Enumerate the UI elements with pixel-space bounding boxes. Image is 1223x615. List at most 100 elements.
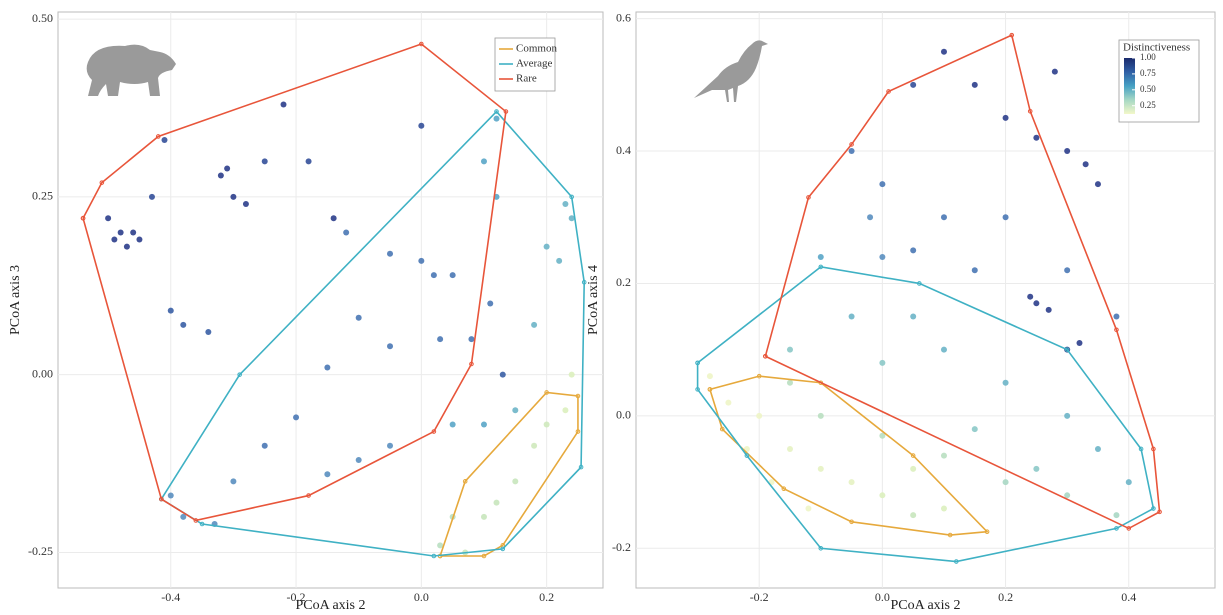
x-tick-label: -0.2 (287, 590, 306, 604)
y-axis-title: PCoA axis 3 (8, 265, 23, 335)
hull-vertex (984, 529, 990, 535)
hull-vertex (1114, 526, 1119, 531)
point (418, 122, 425, 129)
y-tick-label: 0.25 (32, 189, 53, 203)
hull-vertex (1151, 446, 1156, 452)
point (148, 193, 155, 200)
point (543, 243, 550, 250)
point (136, 236, 143, 243)
x-axis-title: PCoA axis 2 (890, 598, 960, 613)
point (879, 181, 886, 188)
legend-label: Rare (516, 73, 537, 85)
point (280, 101, 287, 108)
hull-vertex (1151, 506, 1156, 511)
point (449, 421, 456, 428)
point (117, 229, 124, 236)
hull-vertex (306, 493, 311, 498)
y-tick-label: 0.00 (32, 366, 53, 380)
hull-vertex (481, 553, 487, 559)
hull-vertex (462, 479, 468, 484)
panel-left (57, 11, 604, 589)
point (480, 421, 487, 428)
hull-vertex (917, 281, 922, 286)
point (786, 445, 793, 452)
colorbar (1124, 58, 1135, 114)
hull-line (764, 34, 1161, 530)
point (224, 165, 231, 172)
hull-line (82, 43, 507, 522)
point (1002, 379, 1009, 386)
point (293, 414, 300, 421)
hull-vertex (781, 486, 787, 491)
x-tick-label: 0.0 (414, 590, 429, 604)
point (1113, 512, 1120, 519)
point (817, 465, 824, 472)
legend-label: Common (516, 43, 557, 55)
hull-line (439, 391, 579, 557)
point (1064, 267, 1071, 274)
point (261, 442, 268, 449)
point (910, 81, 917, 88)
point (1064, 492, 1071, 499)
point (205, 329, 212, 335)
point (940, 214, 947, 221)
point (543, 421, 550, 428)
point (512, 407, 519, 414)
point (180, 513, 187, 520)
hull-vertex (199, 521, 205, 527)
point (940, 505, 947, 512)
hull-vertex (581, 279, 587, 285)
y-tick-label: 0.6 (616, 10, 631, 24)
hull-vertex (953, 559, 959, 564)
x-axis-title: PCoA axis 2 (295, 598, 365, 613)
x-tick-label: -0.2 (750, 590, 769, 604)
hull-vertex (849, 142, 854, 147)
hull-vertex (1114, 327, 1119, 333)
hull-vertex (431, 429, 437, 434)
hull-vertex (237, 372, 242, 377)
point (867, 214, 874, 221)
point (940, 346, 947, 353)
y-tick-label: 0.4 (616, 143, 631, 157)
hull-vertex (886, 89, 891, 94)
hull-vertex (910, 453, 916, 458)
point (1002, 479, 1009, 486)
hull-vertex (578, 464, 584, 470)
point (324, 471, 331, 478)
hull-vertex (1064, 347, 1070, 352)
legend-label: Average (516, 58, 553, 70)
hull-line (696, 266, 1155, 563)
point (493, 499, 500, 506)
bird-icon (694, 40, 768, 102)
point (324, 364, 331, 371)
bear-icon (86, 44, 176, 96)
hull-vertex (756, 373, 762, 379)
point (848, 313, 855, 320)
point (786, 379, 793, 386)
point (418, 257, 425, 264)
point (817, 412, 824, 419)
point (817, 253, 824, 260)
hull-vertex (1157, 509, 1162, 515)
x-tick-label: 0.4 (1121, 590, 1136, 604)
hull-vertex (569, 194, 574, 200)
hull-vertex (707, 387, 713, 392)
hull-vertex (1126, 526, 1132, 531)
hull-vertex (818, 264, 824, 270)
point (706, 373, 713, 380)
hull-vertex (419, 41, 424, 47)
colorbar-label: 0.50 (1140, 84, 1156, 94)
hull-vertex (1009, 32, 1015, 38)
point (1082, 161, 1089, 168)
point (167, 307, 174, 314)
hull-vertex (494, 109, 499, 114)
point (105, 215, 112, 222)
point (1051, 68, 1058, 75)
y-tick-label: -0.2 (612, 540, 631, 554)
colorbar-label: 0.25 (1140, 100, 1156, 110)
point (1045, 306, 1052, 313)
point (1113, 313, 1120, 320)
hull-line (709, 375, 989, 536)
point (910, 465, 917, 472)
